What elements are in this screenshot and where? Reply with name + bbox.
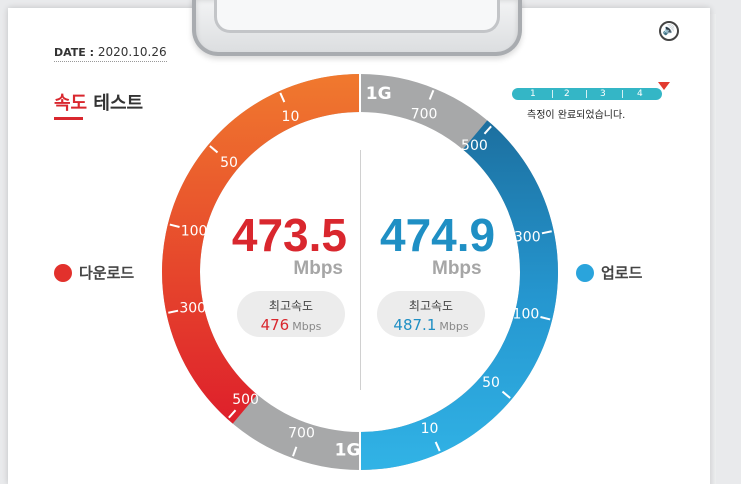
progress-sep — [622, 90, 623, 98]
upload-scale-label-4: 100 — [513, 306, 540, 322]
download-scale-label-3: 300 — [179, 301, 206, 317]
progress-marker-icon — [658, 82, 670, 90]
upload-scale-label-1: 700 — [411, 106, 438, 122]
clipboard-paper-edge — [710, 14, 716, 484]
upload-scale-group: 1G 700 500 300 100 50 10 — [366, 84, 552, 452]
upload-max-speed-box: 최고속도 487.1 Mbps — [377, 291, 485, 337]
upload-scale-label-3: 300 — [514, 229, 541, 245]
upload-max-value: 487.1 — [393, 316, 437, 334]
date-value: 2020.10.26 — [97, 45, 167, 59]
upload-tick-3 — [541, 230, 552, 235]
upload-tick-4 — [540, 316, 551, 321]
title-rest: 테스트 — [87, 93, 144, 114]
upload-tick-5 — [501, 390, 511, 399]
download-max-unit: Mbps — [292, 320, 322, 333]
upload-dot-icon — [576, 263, 594, 282]
progress-step-2: 2 — [564, 89, 570, 99]
upload-legend: 업로드 — [576, 262, 642, 283]
download-tick-2 — [169, 223, 180, 228]
progress-step-1: 1 — [530, 89, 536, 99]
status-text: 측정이 완료되었습니다. — [527, 110, 626, 121]
download-tick-5 — [292, 446, 298, 457]
download-scale-group: 10 50 100 300 500 700 1G — [168, 92, 361, 461]
upload-max-value-row: 487.1 Mbps — [377, 316, 485, 334]
upload-scale-label-5: 50 — [482, 375, 500, 391]
measurement-progress-bar: 1 2 3 4 — [512, 88, 662, 100]
clipboard-clip — [192, 0, 522, 56]
page-title: 속도 테스트 — [54, 89, 143, 115]
clip-inner — [214, 0, 500, 33]
upload-arc — [360, 120, 558, 470]
upload-tick-2 — [483, 125, 492, 135]
download-label: 다운로드 — [79, 264, 135, 282]
download-scale-label-5: 700 — [288, 426, 315, 442]
download-scale-label-0: 10 — [282, 109, 300, 125]
upload-scale-label-6: 10 — [421, 421, 439, 437]
download-legend: 다운로드 — [54, 262, 134, 283]
upload-scale-label-0: 1G — [366, 84, 392, 104]
date-label: DATE : — [54, 46, 95, 59]
center-divider — [360, 150, 361, 390]
download-max-speed-box: 최고속도 476 Mbps — [237, 291, 345, 337]
upload-max-label: 최고속도 — [408, 299, 454, 313]
download-tick-1 — [209, 145, 219, 154]
upload-tick-6 — [434, 441, 441, 452]
test-date: DATE : 2020.10.26 — [54, 45, 167, 62]
download-tick-4 — [228, 409, 237, 419]
download-scale-label-4: 500 — [232, 392, 259, 408]
progress-sep — [586, 90, 587, 98]
progress-step-4: 4 — [637, 89, 643, 99]
download-scale-label-1: 50 — [220, 155, 238, 171]
download-scale-label-2: 100 — [181, 224, 208, 240]
download-max-label: 최고속도 — [268, 299, 314, 313]
upload-max-unit: Mbps — [439, 320, 469, 333]
upload-speed-unit: Mbps — [432, 258, 482, 279]
download-arc — [162, 74, 360, 424]
download-speed-unit: Mbps — [293, 258, 343, 279]
upload-scale-label-2: 500 — [461, 138, 488, 154]
download-dot-icon — [54, 263, 72, 282]
download-max-value: 476 — [260, 316, 290, 334]
upload-tick-1 — [428, 89, 435, 100]
speaker-icon[interactable]: 🔊 — [659, 21, 679, 41]
progress-step-3: 3 — [600, 89, 606, 99]
download-scale-label-6: 1G — [335, 441, 361, 461]
download-max-value-row: 476 Mbps — [237, 316, 345, 334]
upload-label: 업로드 — [601, 264, 643, 282]
download-speed-value: 473.5 — [231, 209, 347, 261]
progress-sep — [552, 90, 553, 98]
download-tick-3 — [168, 309, 179, 314]
upload-speed-value: 474.9 — [380, 209, 496, 261]
download-tick-0 — [279, 92, 286, 103]
title-accent: 속도 — [54, 93, 88, 114]
